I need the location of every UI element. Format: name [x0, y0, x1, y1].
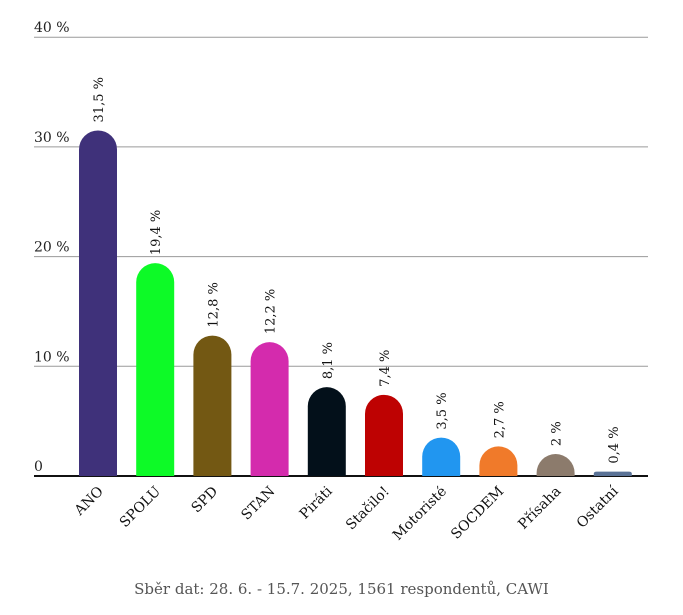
data-collection-note: Sběr dat: 28. 6. - 15.7. 2025, 1561 resp…	[134, 580, 549, 598]
bar-value-label: 7,4 %	[378, 350, 393, 387]
x-category-label: Motoristé	[390, 484, 450, 544]
bar-sta-ilo-	[365, 394, 403, 476]
bar-value-label: 8,1 %	[321, 342, 336, 379]
bar-stan	[250, 342, 289, 476]
bar-p-saha	[536, 454, 575, 476]
x-category-label: SPD	[189, 484, 222, 517]
bar-value-label: 12,2 %	[264, 289, 279, 334]
y-tick-label: 10 %	[34, 349, 70, 365]
x-category-label: Ostatní	[574, 483, 622, 531]
x-category-label: SPOLU	[117, 483, 164, 530]
bar-pir-ti	[307, 387, 346, 476]
bar-socdem	[479, 446, 518, 476]
bars	[79, 130, 632, 476]
bar-value-label: 3,5 %	[435, 392, 450, 429]
x-category-label: ANO	[71, 484, 107, 520]
y-tick-label: 40 %	[34, 20, 70, 36]
x-category-label: Přísaha	[515, 484, 564, 533]
x-category-label: Stačilo!	[343, 484, 393, 534]
bar-value-label: 19,4 %	[149, 210, 164, 255]
y-tick-label: 30 %	[34, 130, 70, 146]
bar-value-label: 2,7 %	[492, 401, 507, 438]
bar-spolu	[136, 263, 175, 476]
bar-value-label: 12,8 %	[206, 282, 221, 327]
bar-ostatn-	[593, 471, 632, 476]
bar-spd	[193, 335, 232, 476]
bar-value-label: 2 %	[550, 421, 565, 446]
bar-value-label: 31,5 %	[92, 77, 107, 122]
x-category-label: SOCDEM	[448, 484, 507, 543]
bar-ano	[79, 130, 117, 476]
bar-motorist-	[422, 437, 461, 476]
y-tick-label: 0	[34, 459, 43, 475]
bar-chart: 0 10 % 20 % 30 % 40 % 31,5 % ANO 19,4 % SPOLU 12,…	[34, 20, 648, 544]
x-category-label: Piráti	[297, 483, 336, 522]
bar-value-label: 0,4 %	[607, 426, 622, 463]
y-tick-label: 20 %	[34, 240, 70, 256]
x-category-label: STAN	[238, 484, 278, 524]
